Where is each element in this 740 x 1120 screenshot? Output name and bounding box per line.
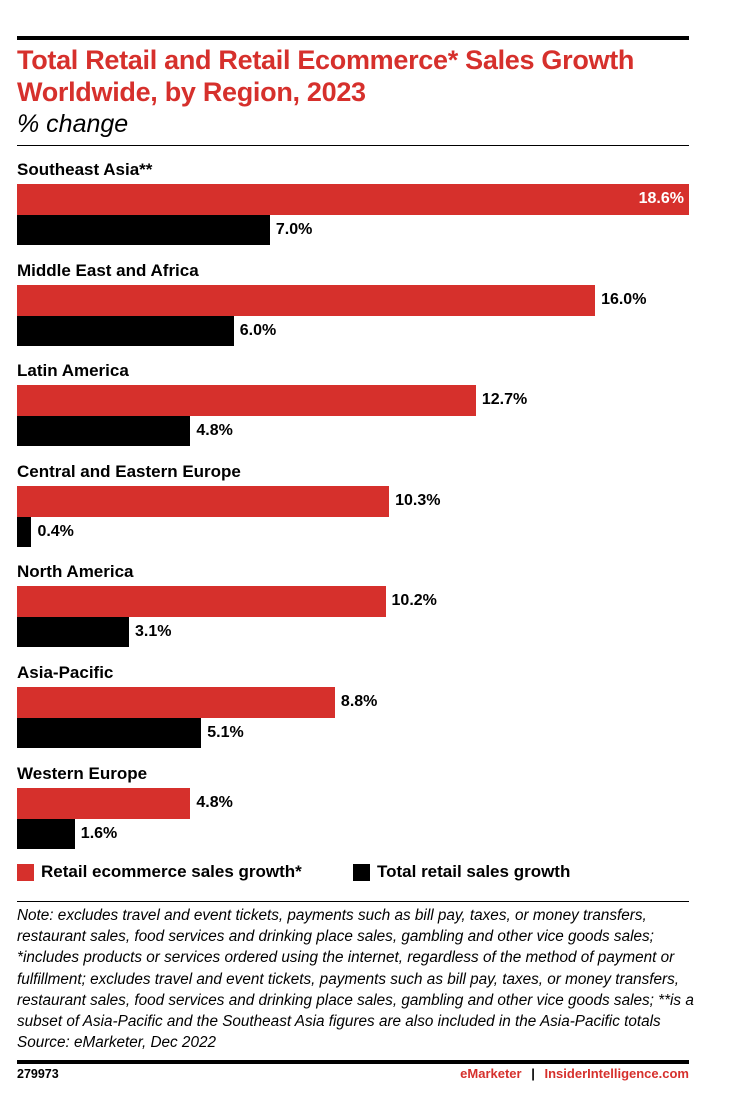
bar-ecommerce [17, 385, 476, 417]
bar-ecommerce [17, 687, 335, 718]
chart-title: Total Retail and Retail Ecommerce* Sales… [17, 45, 635, 107]
bar-total-retail [17, 818, 75, 849]
chart-subtitle: % change [17, 110, 129, 138]
data-label: 0.4% [37, 522, 74, 540]
legend-item-ecommerce: Retail ecommerce sales growth* [17, 862, 302, 882]
bar-total-retail [17, 516, 32, 547]
brand-insiderintelligence: InsiderIntelligence.com [544, 1066, 690, 1081]
region-label: Central and Eastern Europe [17, 461, 241, 481]
region-label: Middle East and Africa [17, 260, 199, 280]
legend-swatch-red [17, 863, 34, 881]
source-text: Source: eMarketer, Dec 2022 [17, 1034, 216, 1052]
footer-rule [17, 1060, 689, 1064]
region-label: Latin America [17, 361, 129, 381]
note-rule [17, 901, 689, 902]
legend-label: Retail ecommerce sales growth* [41, 862, 302, 881]
data-label: 10.3% [395, 491, 441, 509]
data-label: 6.0% [239, 321, 277, 339]
region-label: Western Europe [17, 763, 148, 783]
data-label: 4.8% [196, 793, 233, 811]
bar-total-retail [17, 315, 234, 346]
note: Note: excludes travel and event tickets,… [17, 905, 697, 1053]
brand-separator: | [531, 1066, 535, 1081]
legend-swatch-black [353, 863, 370, 881]
chart-id: 279973 [17, 1067, 59, 1081]
data-label: 18.6% [638, 190, 684, 207]
bar-total-retail [17, 215, 270, 245]
bar-ecommerce [17, 184, 689, 215]
bar-ecommerce [17, 586, 386, 618]
footer-brand: eMarketer | InsiderIntelligence.com [460, 1066, 689, 1081]
bar-total-retail [17, 617, 129, 648]
data-label: 3.1% [135, 623, 172, 641]
brand-emarketer: eMarketer [460, 1066, 522, 1081]
data-label: 10.2% [391, 592, 437, 610]
top-rule [17, 36, 689, 40]
header-rule [17, 145, 689, 146]
bar-ecommerce [17, 284, 596, 316]
data-label: 1.6% [80, 824, 118, 842]
data-label: 8.8% [340, 693, 378, 710]
data-label: 12.7% [481, 391, 528, 409]
bar-ecommerce [17, 485, 390, 517]
note-text: Note: excludes travel and event tickets,… [17, 907, 694, 1031]
bar-total-retail [17, 416, 191, 447]
data-label: 16.0% [601, 290, 647, 308]
data-label: 4.8% [196, 422, 233, 440]
legend-item-total: Total retail sales growth [353, 862, 570, 882]
data-label: 7.0% [275, 221, 313, 238]
region-label: North America [17, 562, 134, 582]
bar-ecommerce [17, 787, 191, 819]
legend-label: Total retail sales growth [377, 862, 571, 881]
bar-total-retail [17, 718, 202, 748]
data-label: 5.1% [207, 724, 244, 741]
region-label: Southeast Asia** [17, 160, 153, 179]
region-label: Asia-Pacific [17, 663, 114, 682]
